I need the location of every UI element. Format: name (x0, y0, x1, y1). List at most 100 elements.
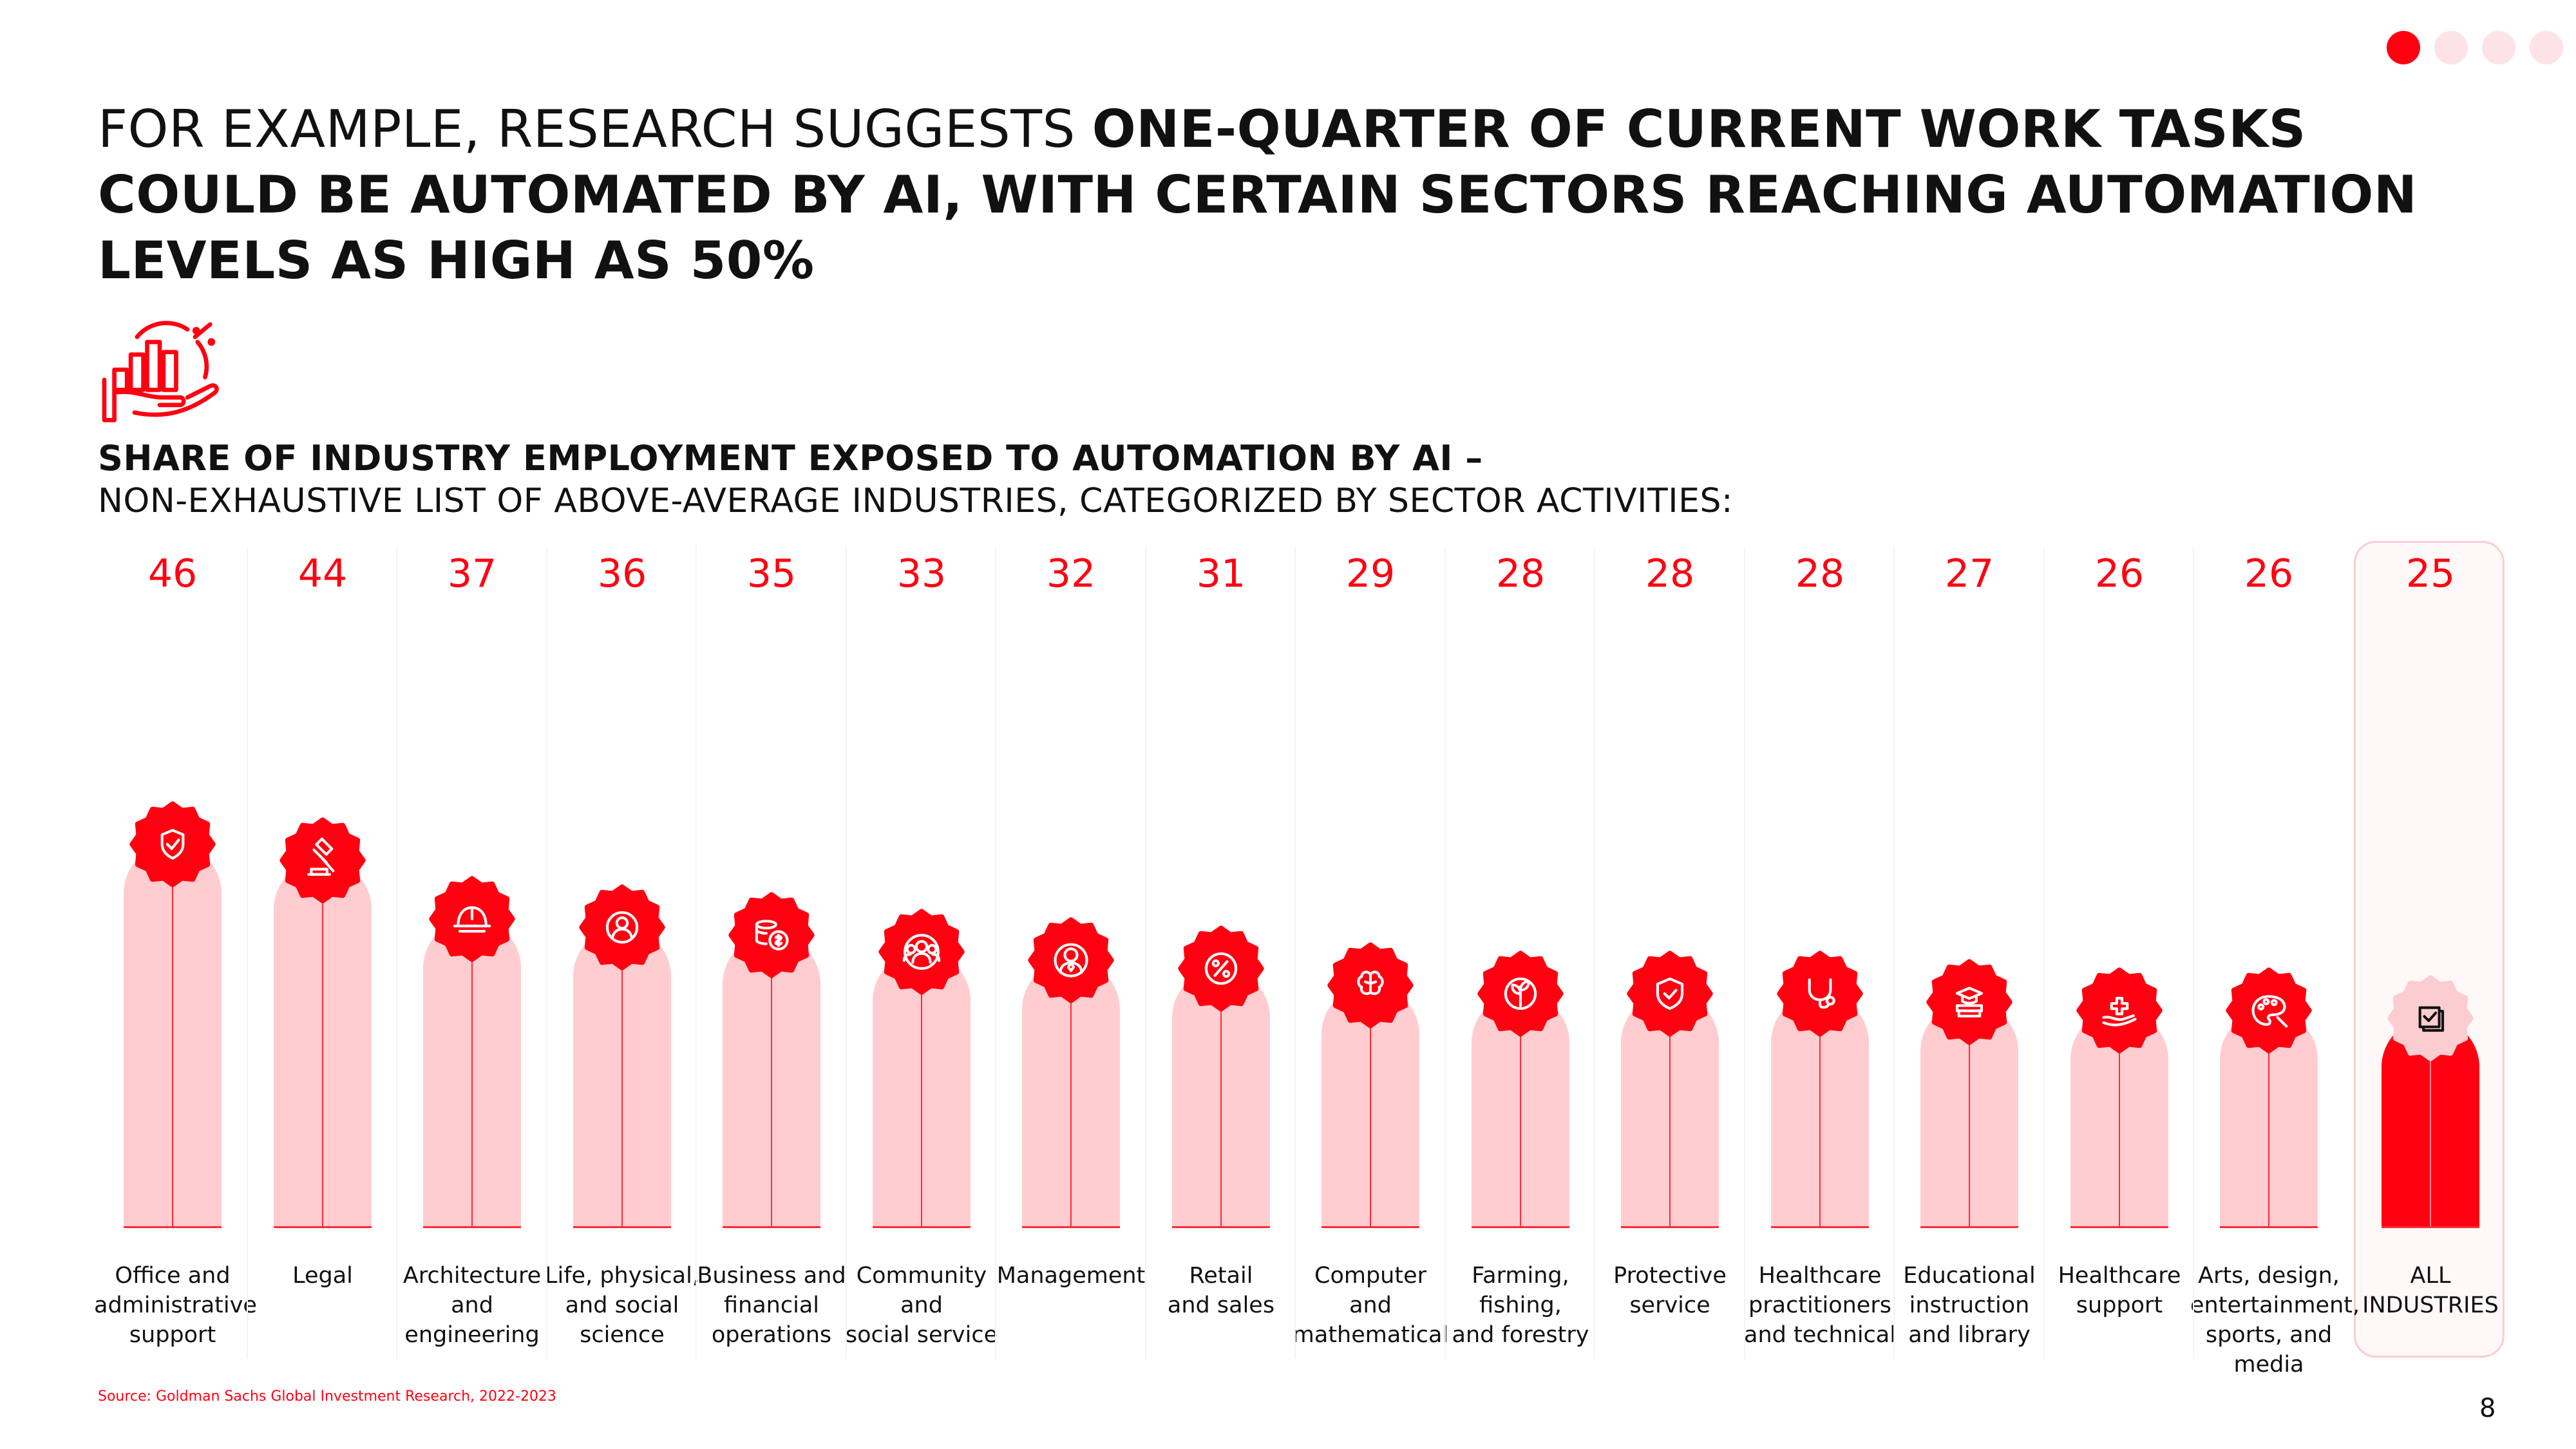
bar-baseline (1920, 1226, 2018, 1228)
bar-stem-line (1070, 973, 1072, 1226)
column-divider (2043, 546, 2045, 1359)
bar-baseline (2070, 1226, 2168, 1228)
category-label: Retail and sales (1167, 1263, 1275, 1318)
stethoscope-icon (1776, 950, 1864, 1037)
bar-baseline (1172, 1226, 1270, 1228)
data-label: 35 (746, 551, 797, 596)
bar-baseline (573, 1226, 671, 1228)
pagination-dot-active[interactable] (2387, 31, 2420, 64)
shield-check-icon (1626, 950, 1714, 1037)
data-label: 46 (147, 551, 198, 596)
bar-baseline (873, 1226, 971, 1228)
chart-subtitle: NON-EXHAUSTIVE LIST OF ABOVE-AVERAGE IND… (98, 482, 1733, 520)
bar-stem-line (1220, 981, 1222, 1226)
data-label: 44 (298, 551, 348, 596)
bar-baseline (423, 1226, 521, 1228)
bar-stem-line (2268, 1023, 2269, 1226)
bar-baseline (1321, 1226, 1419, 1228)
bar-stem-line (771, 948, 772, 1226)
data-label: 32 (1046, 551, 1096, 596)
page-number: 8 (2479, 1394, 2496, 1423)
bar-stem-line (322, 873, 323, 1226)
pagination-dot[interactable] (2530, 31, 2563, 64)
bar-baseline (1472, 1226, 1569, 1228)
circuit-brain-icon (1327, 942, 1414, 1029)
bar-column: 31 Retail and sales (1146, 0, 1296, 1449)
bar-stem-line (1969, 1015, 1970, 1226)
category-label: Farming, fishing, and forestry (1452, 1263, 1589, 1348)
bar-stem-line (621, 940, 623, 1226)
people-group-icon (878, 908, 965, 996)
category-label: Architecture and engineering (402, 1263, 542, 1348)
gear-person-icon (578, 884, 666, 971)
data-label: 28 (1495, 551, 1546, 596)
source-note: Source: Goldman Sachs Global Investment … (98, 1388, 556, 1405)
category-label: Office and administrative support (94, 1263, 257, 1348)
hand-medical-cross-icon (2076, 967, 2163, 1054)
pagination-dots (2387, 31, 2563, 64)
data-label: 33 (896, 551, 947, 596)
bar-column: 28 Protective service (1595, 0, 1745, 1449)
category-label: Life, physical, and social science (545, 1263, 699, 1348)
category-label: Business and financial operations (697, 1263, 846, 1348)
data-label: 25 (2405, 551, 2456, 596)
bar-column-all-industries: 25 ALL INDUSTRIES (2356, 0, 2505, 1449)
bar-column: 26 Healthcare support (2045, 0, 2194, 1449)
percent-tag-icon (1177, 925, 1265, 1012)
bar-column: 33 Community and social service (846, 0, 998, 1449)
bar-column: 46 Office and administrative support (94, 0, 257, 1449)
column-divider (546, 546, 547, 1359)
bar-column: 36 Life, physical, and social science (545, 0, 699, 1449)
category-label: Educational instruction and library (1903, 1263, 2036, 1348)
coins-dollar-icon (728, 891, 815, 979)
bar-column: 26 Arts, design, entertainment, sports, a… (2190, 0, 2360, 1449)
headline-emphasis: ONE-QUARTER OF CURRENT WORK TASKS COULD … (98, 99, 2418, 290)
bar-stem-line (2119, 1023, 2120, 1226)
pagination-dot[interactable] (2482, 31, 2515, 64)
checklist-icon (2387, 974, 2474, 1062)
palette-brush-icon (2225, 967, 2313, 1054)
bar-baseline (723, 1226, 820, 1228)
bar-stem-line (1520, 1007, 1521, 1226)
leaf-plant-icon (1477, 950, 1564, 1037)
column-divider (995, 546, 996, 1359)
books-graduation-cap-icon (1926, 958, 2013, 1046)
hard-hat-icon (428, 875, 516, 963)
bar-stem-line (1669, 1007, 1671, 1226)
bar-column: 29 Computer and mathematical (1293, 0, 1448, 1449)
bar-column: 28 Healthcare practitioners and technical (1744, 0, 1896, 1449)
chart-title: SHARE OF INDUSTRY EMPLOYMENT EXPOSED TO … (98, 438, 1483, 478)
bar-column: 37 Architecture and engineering (397, 0, 547, 1449)
gear-manager-icon (1027, 916, 1115, 1004)
category-label: Computer and mathematical (1292, 1263, 1449, 1348)
bar-stem-line (172, 857, 173, 1226)
data-label: 37 (447, 551, 497, 596)
bar-baseline (1022, 1226, 1120, 1228)
bar-baseline (1621, 1226, 1719, 1228)
column-divider (1594, 546, 1595, 1359)
hand-holding-rising-bar-chart-percent-icon (102, 321, 219, 422)
data-label: 31 (1196, 551, 1246, 596)
column-divider (1744, 546, 1745, 1359)
category-label: Arts, design, entertainment, sports, and… (2190, 1263, 2360, 1378)
data-label: 36 (597, 551, 647, 596)
page-title: FOR EXAMPLE, RESEARCH SUGGESTS ONE-QUART… (98, 97, 2442, 294)
bar-baseline (1771, 1226, 1869, 1228)
category-label: Healthcare support (2058, 1263, 2181, 1318)
bar-column: 32 Management (996, 0, 1146, 1449)
bar-baseline (274, 1226, 372, 1228)
bar-column: 44 Legal (248, 0, 397, 1449)
gear-shield-check-icon (129, 800, 216, 888)
category-label: Legal (292, 1263, 353, 1289)
column-divider (1444, 546, 1446, 1359)
column-divider (396, 546, 397, 1359)
category-label: Community and social service (845, 1263, 998, 1348)
column-divider (1893, 546, 1895, 1359)
bar-column: 35 Business and financial operations (697, 0, 846, 1449)
bar-column: 28 Farming, fishing, and forestry (1446, 0, 1595, 1449)
pagination-dot[interactable] (2434, 31, 2468, 64)
data-label: 29 (1345, 551, 1396, 596)
column-divider (247, 546, 248, 1359)
column-divider (2193, 546, 2194, 1359)
bar-stem-line (2430, 1031, 2431, 1226)
